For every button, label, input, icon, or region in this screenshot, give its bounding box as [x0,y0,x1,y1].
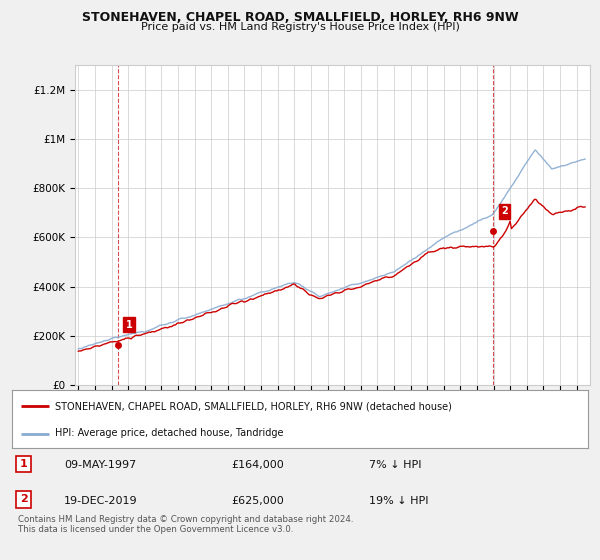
Text: 19-DEC-2019: 19-DEC-2019 [64,496,137,506]
Text: 19% ↓ HPI: 19% ↓ HPI [369,496,428,506]
Text: 09-MAY-1997: 09-MAY-1997 [64,460,136,470]
Text: STONEHAVEN, CHAPEL ROAD, SMALLFIELD, HORLEY, RH6 9NW: STONEHAVEN, CHAPEL ROAD, SMALLFIELD, HOR… [82,11,518,24]
Text: 2: 2 [501,207,508,216]
Text: 7% ↓ HPI: 7% ↓ HPI [369,460,422,470]
Text: £164,000: £164,000 [231,460,284,470]
Text: 1: 1 [20,459,28,469]
Text: STONEHAVEN, CHAPEL ROAD, SMALLFIELD, HORLEY, RH6 9NW (detached house): STONEHAVEN, CHAPEL ROAD, SMALLFIELD, HOR… [55,401,452,411]
Text: 2: 2 [20,494,28,505]
Text: £625,000: £625,000 [231,496,284,506]
Text: 1: 1 [126,320,133,330]
Text: Price paid vs. HM Land Registry's House Price Index (HPI): Price paid vs. HM Land Registry's House … [140,22,460,32]
Text: Contains HM Land Registry data © Crown copyright and database right 2024.
This d: Contains HM Land Registry data © Crown c… [18,515,353,534]
Text: HPI: Average price, detached house, Tandridge: HPI: Average price, detached house, Tand… [55,428,284,438]
